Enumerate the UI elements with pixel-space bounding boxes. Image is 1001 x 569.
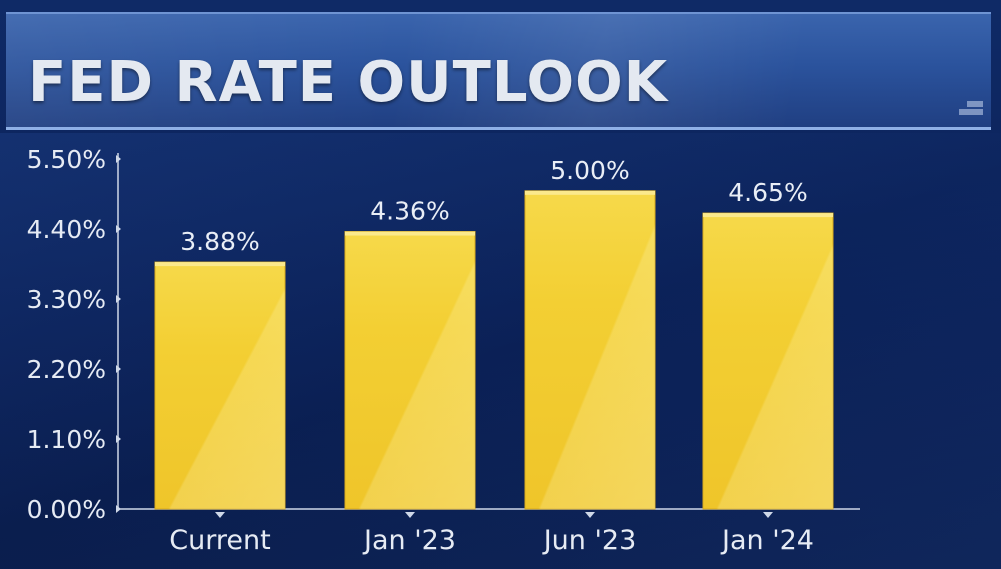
bars [154, 190, 834, 510]
x-tick-mark [763, 512, 773, 518]
y-tick-label: 4.40% [27, 215, 106, 244]
data-label: 4.65% [728, 178, 807, 207]
y-tick-label: 2.20% [27, 355, 106, 384]
bar-top-edge [155, 262, 285, 267]
x-category-label: Jun '23 [542, 525, 637, 556]
y-tick-mark [116, 155, 121, 163]
chart-title: FED RATE OUTLOOK [28, 50, 669, 115]
bar-gloss [345, 231, 475, 509]
y-tick-mark [116, 225, 121, 233]
y-axis: 0.00% 1.10% 2.20% 3.30% 4.40% 5.50% [27, 145, 860, 524]
bar-gloss [155, 262, 285, 509]
bar-top-edge [525, 190, 655, 195]
data-labels: 3.88% 4.36% 5.00% 4.65% [180, 156, 807, 256]
x-category-label: Current [169, 525, 270, 556]
data-label: 4.36% [370, 197, 449, 226]
bar-top-edge [703, 213, 833, 218]
y-tick-mark [116, 435, 121, 443]
y-tick-label: 0.00% [27, 495, 106, 524]
y-tick-label: 1.10% [27, 425, 106, 454]
data-label: 5.00% [550, 156, 629, 185]
title-bar: FED RATE OUTLOOK [6, 12, 991, 130]
x-tick-mark [405, 512, 415, 518]
x-axis: Current Jan '23 Jun '23 Jan '24 [169, 512, 814, 556]
y-tick-label: 3.30% [27, 285, 106, 314]
data-label: 3.88% [180, 227, 259, 256]
x-tick-mark [215, 512, 225, 518]
corner-decoration [943, 101, 983, 121]
y-tick-mark [116, 295, 121, 303]
x-category-label: Jan '24 [720, 525, 814, 556]
bar-gloss [525, 190, 655, 509]
bar-gloss [703, 213, 833, 509]
x-category-label: Jan '23 [362, 525, 456, 556]
bar-top-edge [345, 231, 475, 236]
title-gloss [6, 14, 991, 127]
y-tick-mark [116, 365, 121, 373]
x-tick-mark [585, 512, 595, 518]
y-tick-label: 5.50% [27, 145, 106, 174]
y-tick-mark [116, 505, 121, 513]
